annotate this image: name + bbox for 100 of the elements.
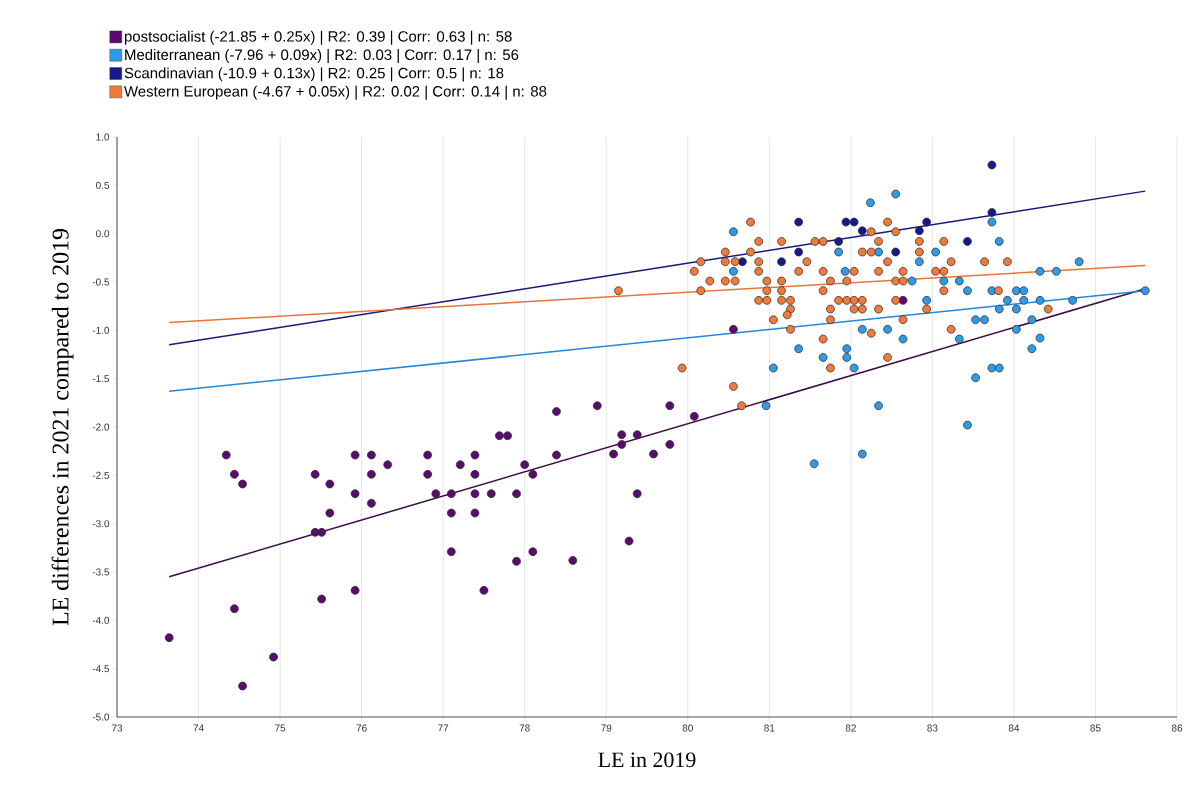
- point: [891, 247, 901, 257]
- point: [310, 470, 320, 479]
- y-tick-label: -0.5: [92, 278, 110, 286]
- point: [470, 489, 480, 499]
- point: [809, 459, 819, 469]
- point: [367, 470, 376, 479]
- point: [446, 489, 456, 499]
- point: [1003, 296, 1012, 305]
- point: [609, 449, 618, 459]
- legend-label: Scandinavian (-10.9 + 0.13x) | R2: 0.25 | Corr: 0.5 | n: 18: [124, 67, 504, 82]
- point: [269, 652, 278, 662]
- point: [954, 276, 964, 286]
- y-tick-label: -2.0: [92, 423, 110, 431]
- point: [431, 489, 441, 499]
- point: [470, 470, 480, 479]
- point: [479, 586, 489, 595]
- point: [1012, 304, 1021, 314]
- point: [689, 412, 699, 421]
- x-tick-label: 81: [764, 724, 775, 732]
- point: [987, 217, 997, 227]
- x-tick-label: 80: [682, 724, 693, 732]
- x-tick-label: 79: [601, 724, 612, 732]
- point: [971, 373, 980, 383]
- point: [520, 460, 530, 470]
- point: [470, 508, 480, 518]
- point: [931, 247, 940, 257]
- x-tick-label: 86: [1171, 724, 1183, 732]
- x-tick-label: 77: [438, 724, 449, 732]
- x-tick-label: 75: [275, 724, 286, 732]
- point: [423, 450, 433, 460]
- point: [446, 508, 456, 518]
- point: [898, 296, 908, 305]
- point: [317, 528, 327, 537]
- point: [617, 430, 627, 440]
- point: [1074, 257, 1084, 267]
- point: [939, 276, 949, 286]
- point: [841, 217, 851, 227]
- x-tick-label: 84: [1008, 724, 1020, 732]
- point: [238, 479, 247, 489]
- point: [891, 189, 901, 199]
- x-tick-label: 85: [1090, 724, 1101, 732]
- point: [1012, 286, 1021, 296]
- point: [1140, 286, 1150, 296]
- x-tick-label: 73: [111, 724, 123, 732]
- point: [898, 334, 908, 344]
- point: [849, 217, 859, 227]
- point: [987, 363, 997, 373]
- point: [512, 557, 521, 566]
- y-tick-label: -2.5: [92, 471, 110, 479]
- point: [729, 267, 738, 276]
- point: [840, 267, 850, 276]
- x-axis-title: LE in 2019: [598, 752, 696, 768]
- point: [649, 449, 658, 459]
- point: [794, 344, 804, 354]
- point: [994, 237, 1004, 246]
- y-tick-label: -3.0: [92, 520, 110, 528]
- point: [528, 547, 538, 557]
- point: [230, 470, 239, 479]
- point: [528, 470, 538, 479]
- point: [350, 586, 360, 595]
- point: [794, 247, 804, 257]
- point: [455, 460, 465, 470]
- y-tick-label: -5.0: [92, 713, 110, 721]
- point: [1027, 315, 1037, 325]
- point: [914, 257, 924, 267]
- legend-label: Western European (-4.67 + 0.05x) | R2: 0.02 | Corr: 0.14 | n: 88: [124, 85, 547, 100]
- y-tick-label: 1.0: [96, 133, 110, 141]
- y-tick-label: -1.0: [92, 326, 110, 334]
- point: [1035, 296, 1045, 305]
- point: [842, 344, 852, 354]
- point: [317, 594, 327, 604]
- x-tick-label: 74: [193, 724, 204, 732]
- point: [383, 460, 393, 470]
- point: [495, 431, 504, 441]
- point: [164, 633, 174, 643]
- point: [1019, 286, 1029, 296]
- x-tick-label: 83: [927, 724, 938, 732]
- point: [1035, 333, 1045, 343]
- y-axis-title: LE differences in 2021 compared to 2019: [51, 228, 74, 626]
- point: [729, 325, 738, 334]
- point: [470, 450, 480, 460]
- point: [1012, 325, 1021, 334]
- legend-label: Mediterranean (-7.96 + 0.09x) | R2: 0.03 | Corr: 0.17 | n: 56: [125, 49, 519, 64]
- point: [834, 247, 843, 257]
- point: [632, 489, 642, 499]
- point: [794, 217, 804, 227]
- y-tick-label: 0.5: [96, 181, 110, 189]
- point: [987, 160, 997, 170]
- point: [963, 420, 972, 430]
- point: [592, 401, 602, 411]
- x-tick-label: 78: [519, 724, 530, 732]
- point: [987, 208, 997, 217]
- x-tick-label: 82: [845, 724, 856, 732]
- point: [552, 450, 561, 460]
- point: [1035, 267, 1045, 276]
- point: [665, 440, 675, 449]
- point: [230, 604, 239, 614]
- point: [665, 401, 675, 411]
- y-tick-label: -1.5: [92, 375, 110, 383]
- point: [367, 450, 376, 460]
